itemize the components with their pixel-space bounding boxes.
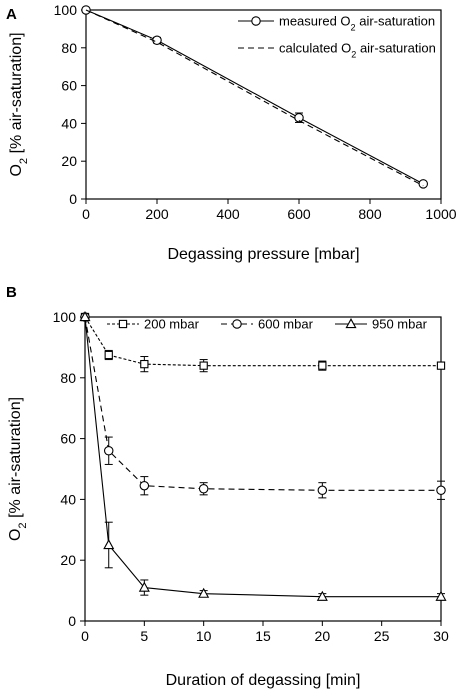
y-tick-label: 0 [68, 613, 76, 629]
x-tick-label: 25 [374, 628, 390, 644]
data-point [103, 539, 115, 550]
legend-label: measured O2 air-saturation [279, 14, 435, 33]
y-tick-label: 20 [60, 552, 76, 568]
series-1: calculated O2 air-saturation [85, 9, 436, 187]
y-axis-title: O2 [% air-saturation] [8, 32, 30, 176]
x-axis-title: Degassing pressure [mbar] [167, 246, 359, 263]
plot-frame [85, 9, 442, 200]
data-point [199, 361, 208, 370]
legend-marker [345, 318, 357, 329]
panel-a: 0 200 400 600 800 1000 0 20 40 60 80 100 Degassing p… [8, 2, 457, 263]
x-tick-label: 20 [315, 628, 331, 644]
series-line [85, 9, 424, 187]
y-tick-label: 60 [60, 431, 76, 447]
x-tick-label: 400 [216, 206, 240, 222]
data-point [316, 590, 328, 601]
x-tick-label: 200 [145, 206, 169, 222]
y-tick-label: 80 [60, 370, 76, 386]
series-1: 600 mbar [80, 312, 446, 500]
y-tick-label: 20 [61, 153, 77, 169]
y-tick-label: 40 [60, 491, 76, 507]
data-point [435, 590, 447, 601]
legend-label: 200 mbar [144, 317, 200, 332]
series-line [84, 316, 441, 367]
data-point [436, 361, 446, 370]
x-tick-label: 0 [82, 206, 90, 222]
series-line [84, 316, 441, 598]
data-point [140, 359, 149, 369]
legend-marker [118, 319, 128, 329]
data-point [418, 179, 428, 189]
data-point [198, 484, 209, 494]
x-tick-label: 15 [255, 628, 271, 644]
data-point [79, 311, 91, 322]
series-0: 200 mbar [80, 312, 446, 373]
data-point [317, 485, 328, 496]
x-tick-label: 5 [140, 628, 148, 644]
y-tick-label: 100 [54, 2, 78, 18]
legend-marker [251, 16, 261, 26]
data-point [436, 485, 446, 496]
series-2: 950 mbar [79, 311, 447, 601]
series-0: measured O2 air-saturation [81, 5, 435, 189]
series-line [84, 316, 441, 491]
y-tick-label: 100 [53, 309, 77, 325]
data-point [138, 581, 150, 592]
x-tick-label: 30 [433, 628, 449, 644]
data-point [103, 446, 114, 456]
legend-marker [232, 319, 242, 329]
x-axis-title: Duration of degassing [min] [166, 672, 361, 689]
legend-label: 950 mbar [372, 317, 428, 332]
y-tick-label: 0 [69, 191, 77, 207]
y-tick-label: 80 [61, 40, 77, 56]
data-point [104, 350, 113, 360]
x-tick-label: 0 [81, 628, 89, 644]
data-point [198, 587, 210, 598]
legend-label: 600 mbar [258, 317, 314, 332]
series-line [85, 9, 424, 185]
x-tick-label: 1000 [425, 206, 456, 222]
y-axis-title: O2 [% air-saturation] [7, 397, 29, 541]
panel-label-b: B [6, 284, 17, 301]
y-tick-label: 60 [61, 78, 77, 94]
data-point [139, 480, 150, 491]
x-tick-label: 10 [196, 628, 212, 644]
panel-b: 0 5 10 15 20 25 30 0 20 40 60 80 100 Duration of dega… [7, 309, 449, 689]
y-tick-label: 40 [61, 115, 77, 131]
panel-label-a: A [6, 6, 17, 23]
x-tick-label: 600 [287, 206, 311, 222]
legend-label: calculated O2 air-saturation [279, 41, 436, 60]
data-point [318, 361, 327, 370]
x-tick-label: 800 [358, 206, 382, 222]
